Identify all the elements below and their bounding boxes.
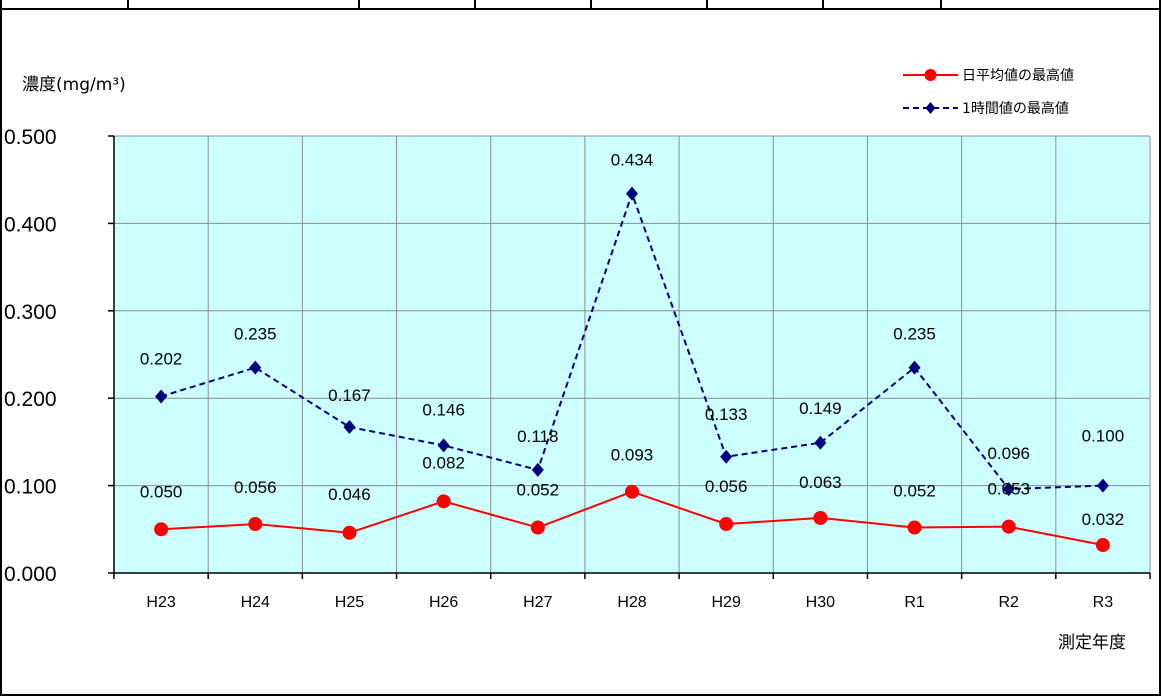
data-point [1002, 482, 1015, 497]
data-point [813, 510, 828, 525]
data-label: 0.146 [422, 400, 465, 419]
data-point [626, 186, 638, 201]
data-point [1096, 478, 1109, 493]
x-tick-label: H24 [241, 594, 270, 611]
data-label: 0.046 [328, 485, 371, 504]
data-point [1095, 538, 1110, 553]
data-label: 0.052 [517, 481, 560, 500]
data-label: 0.235 [234, 325, 277, 344]
data-label: 0.050 [140, 482, 183, 501]
x-tick-label: R1 [904, 594, 925, 611]
data-label: 0.082 [422, 453, 465, 472]
data-point [814, 435, 827, 450]
table-edge-strip [0, 0, 1161, 10]
x-tick-label: H25 [335, 594, 364, 611]
y-tick-label: 0.400 [4, 213, 57, 236]
data-label: 0.202 [140, 349, 183, 368]
y-tick-label: 0.000 [4, 563, 57, 586]
data-point [908, 360, 921, 375]
data-point [719, 517, 734, 532]
legend-marker [924, 69, 937, 81]
data-label: 0.167 [328, 386, 371, 405]
data-point [530, 520, 545, 535]
data-point [154, 522, 169, 537]
data-point [531, 462, 544, 477]
x-tick-label: H26 [429, 594, 458, 611]
x-tick-label: H27 [523, 594, 552, 611]
data-label: 0.056 [705, 477, 748, 496]
data-label: 0.133 [705, 405, 748, 424]
data-point [907, 520, 922, 535]
data-point [343, 420, 356, 435]
x-axis-label: 測定年度 [1058, 633, 1126, 653]
data-label: 0.093 [611, 446, 654, 465]
data-label: 0.118 [517, 427, 558, 446]
y-tick-label: 0.500 [4, 126, 57, 149]
data-point [155, 389, 168, 404]
data-point [342, 525, 357, 540]
x-tick-label: H29 [712, 594, 741, 611]
data-point [625, 484, 639, 499]
data-point [437, 438, 450, 453]
data-point [249, 360, 262, 375]
legend-marker [925, 102, 936, 114]
data-label: 0.052 [893, 482, 936, 501]
data-label: 0.434 [611, 151, 654, 170]
data-label: 0.096 [987, 444, 1030, 463]
x-tick-label: H23 [146, 594, 175, 611]
data-label: 0.063 [799, 473, 842, 492]
data-point [720, 449, 733, 464]
data-label: 0.149 [799, 399, 842, 418]
data-label: 0.100 [1082, 427, 1125, 446]
y-tick-label: 0.300 [4, 301, 57, 324]
y-tick-label: 0.100 [4, 476, 57, 499]
data-label: 0.056 [234, 478, 277, 497]
legend-label: 1時間値の最高値 [962, 100, 1069, 117]
x-tick-label: H28 [617, 594, 646, 611]
y-tick-label: 0.200 [4, 388, 57, 411]
data-point [1001, 519, 1016, 534]
data-point [436, 494, 451, 509]
data-label: 0.053 [987, 480, 1030, 499]
x-tick-label: H30 [806, 594, 835, 611]
plot-area [114, 136, 1150, 573]
legend-label: 日平均値の最高値 [962, 67, 1074, 84]
x-tick-label: R2 [999, 594, 1020, 611]
x-tick-label: R3 [1093, 594, 1114, 611]
data-label: 0.032 [1082, 510, 1125, 529]
y-axis-label: 濃度(mg/m³) [22, 75, 126, 95]
data-point [248, 517, 263, 532]
data-label: 0.235 [893, 325, 936, 344]
